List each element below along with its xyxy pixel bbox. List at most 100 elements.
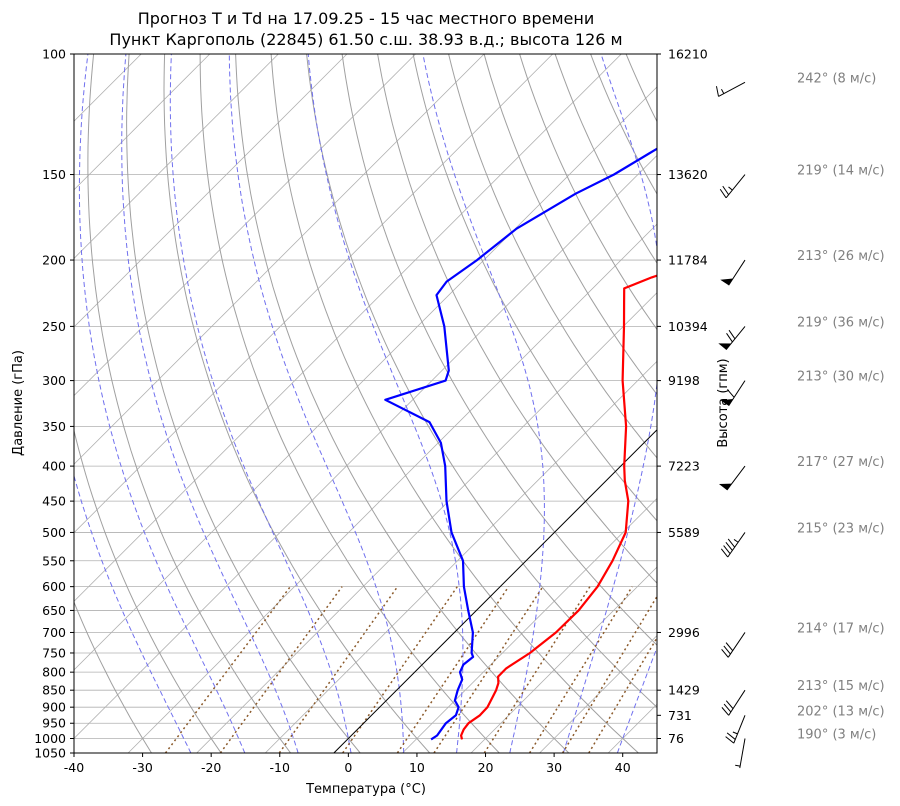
wind-barb-staff xyxy=(733,715,746,744)
dry-adiabat-line xyxy=(483,54,657,396)
height-tick-label: 1429 xyxy=(668,683,700,698)
dry-adiabat-line xyxy=(74,428,222,753)
wind-barb-full xyxy=(725,736,735,744)
wind-barb-full xyxy=(721,648,729,658)
wind-barb-full xyxy=(727,538,736,548)
mixing-ratio-line xyxy=(528,586,633,753)
wind-barb-full xyxy=(723,703,732,713)
temperature-series-line xyxy=(460,274,657,740)
y-tick-label: 400 xyxy=(42,459,66,474)
height-tick-label: 11784 xyxy=(668,253,708,268)
height-tick-label: 731 xyxy=(668,708,692,723)
moist-adiabat-line xyxy=(169,54,352,753)
wind-barb-half xyxy=(733,538,739,543)
wind-barb xyxy=(720,259,746,286)
y-tick-label: 350 xyxy=(42,419,66,434)
wind-barb xyxy=(719,174,746,199)
wind-barb-half xyxy=(728,186,733,191)
wind-barb-full xyxy=(723,645,731,655)
wind-barb-staff xyxy=(728,689,746,716)
isotherm-line xyxy=(264,360,657,753)
wind-barb xyxy=(721,632,746,658)
isotherm-line xyxy=(74,54,485,465)
wind-barb xyxy=(718,465,746,491)
y-tick-label: 950 xyxy=(42,716,66,731)
y-axis-label: Давление (гПа) xyxy=(11,350,26,456)
isotherm-line xyxy=(74,54,416,397)
y-tick-label: 600 xyxy=(42,579,66,594)
wind-barb-staff xyxy=(725,174,746,199)
wind-label: 215° (23 м/с) xyxy=(797,521,885,536)
isotherm-line xyxy=(74,54,211,191)
wind-barb-half xyxy=(721,88,725,94)
x-axis-label: Температура (°C) xyxy=(305,782,426,797)
dewpoint-series-line xyxy=(384,147,657,741)
y-tick-label: 250 xyxy=(42,319,66,334)
moist-adiabat-line xyxy=(616,646,657,753)
isotherm-line xyxy=(402,497,657,753)
isotherm-line xyxy=(74,154,657,740)
plot-frame xyxy=(73,53,658,754)
wind-barb-half xyxy=(735,764,741,767)
isotherm-line xyxy=(74,54,554,534)
height-tick-label: 13620 xyxy=(668,167,708,182)
height-axis-label: Высота (гпм) xyxy=(716,358,731,447)
dry-adiabat-line xyxy=(163,54,431,753)
wind-barb-full xyxy=(726,333,733,343)
dry-adiabat-line xyxy=(87,54,292,753)
dry-adiabat-line xyxy=(341,54,657,646)
y-tick-label: 900 xyxy=(42,700,66,715)
wind-barb xyxy=(721,689,746,716)
wind-label: 213° (26 м/с) xyxy=(797,249,885,264)
mixing-ratio-line xyxy=(342,586,458,753)
wind-label: 214° (17 м/с) xyxy=(797,621,885,636)
y-tick-label: 300 xyxy=(42,373,66,388)
height-tick-label: 2996 xyxy=(668,625,700,640)
dry-adiabat-line xyxy=(377,54,657,584)
isotherm-line xyxy=(74,54,279,259)
x-tick-label: 20 xyxy=(478,760,494,775)
moist-adiabat-line xyxy=(121,54,299,753)
wind-barb-full xyxy=(722,185,730,196)
wind-label: 219° (14 м/с) xyxy=(797,164,885,179)
height-tick-label: 10394 xyxy=(668,319,708,334)
x-tick-label: 40 xyxy=(615,760,631,775)
y-tick-label: 150 xyxy=(42,167,66,182)
mixing-ratio-line xyxy=(164,586,291,753)
dry-adiabat-line xyxy=(768,54,900,753)
isotherm-line xyxy=(539,635,657,753)
x-tick-label: -30 xyxy=(132,760,152,775)
chart-title: Прогноз T и Td на 17.09.25 - 15 час мест… xyxy=(138,9,594,28)
dry-adiabat-line xyxy=(235,54,570,753)
wind-barb-full xyxy=(725,541,733,551)
wind-label: 242° (8 м/с) xyxy=(797,71,876,86)
wind-barb-full xyxy=(721,707,730,716)
height-tick-label: 7223 xyxy=(668,459,700,474)
wind-barb xyxy=(735,738,746,769)
wind-barb-staff xyxy=(727,632,746,658)
wind-barb-staff xyxy=(728,259,746,286)
y-tick-label: 1000 xyxy=(34,731,66,746)
y-tick-label: 550 xyxy=(42,553,66,568)
wind-barb xyxy=(720,532,746,558)
wind-barb-full xyxy=(725,642,734,652)
dry-adiabat-line xyxy=(74,600,152,753)
wind-barb-full xyxy=(726,732,736,740)
dry-adiabat-line xyxy=(625,54,657,123)
y-tick-label: 700 xyxy=(42,625,66,640)
moist-adiabat-line xyxy=(228,54,405,753)
dry-adiabat-line xyxy=(519,54,657,331)
x-tick-label: 0 xyxy=(344,760,352,775)
isotherm-line xyxy=(607,703,657,753)
y-tick-label: 200 xyxy=(42,253,66,268)
y-tick-label: 450 xyxy=(42,494,66,509)
wind-barb-full xyxy=(719,188,727,199)
isotherm-line xyxy=(74,54,348,328)
x-tick-label: -40 xyxy=(64,760,84,775)
sounding-series xyxy=(384,147,657,741)
wind-barb-full xyxy=(723,545,731,555)
dry-adiabat-line xyxy=(554,54,657,265)
dry-adiabat-line xyxy=(733,54,900,753)
isotherm-line xyxy=(196,292,657,753)
